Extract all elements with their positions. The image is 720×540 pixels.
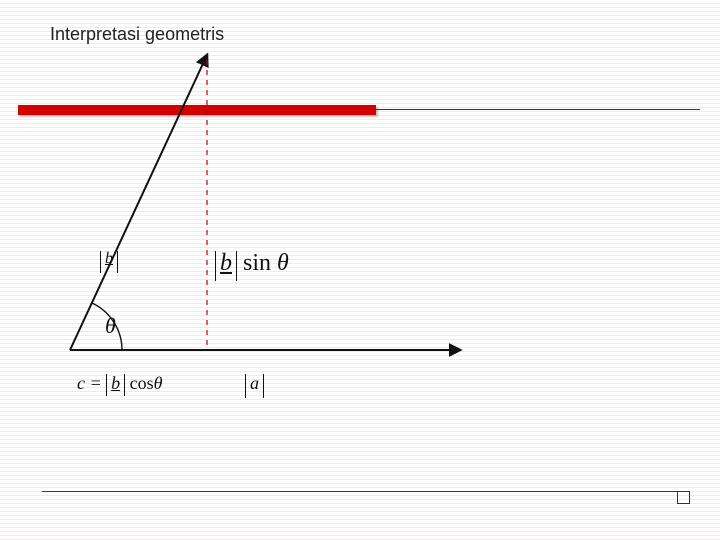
c-lead: c = (77, 373, 106, 393)
footer-ornament-icon (677, 491, 690, 504)
c-cos: cos (125, 373, 154, 393)
c-theta: θ (154, 373, 163, 393)
label-b-magnitude-small: b (100, 250, 118, 273)
a-text: a (250, 373, 259, 393)
c-b: b (111, 373, 120, 393)
label-b-sin-theta: b sin θ (215, 250, 289, 281)
b-text: b (105, 250, 113, 267)
footer-divider (42, 491, 678, 492)
vector-b (70, 55, 207, 350)
label-a-magnitude: a (245, 373, 264, 398)
slide: { "title": "Interpretasi geometris", "co… (0, 0, 720, 540)
label-theta: θ (105, 313, 116, 339)
bsin-sin: sin (237, 250, 277, 276)
label-c-equals: c = b cosθ (77, 373, 162, 396)
bsin-theta: θ (277, 250, 289, 276)
bsin-b: b (220, 250, 232, 276)
